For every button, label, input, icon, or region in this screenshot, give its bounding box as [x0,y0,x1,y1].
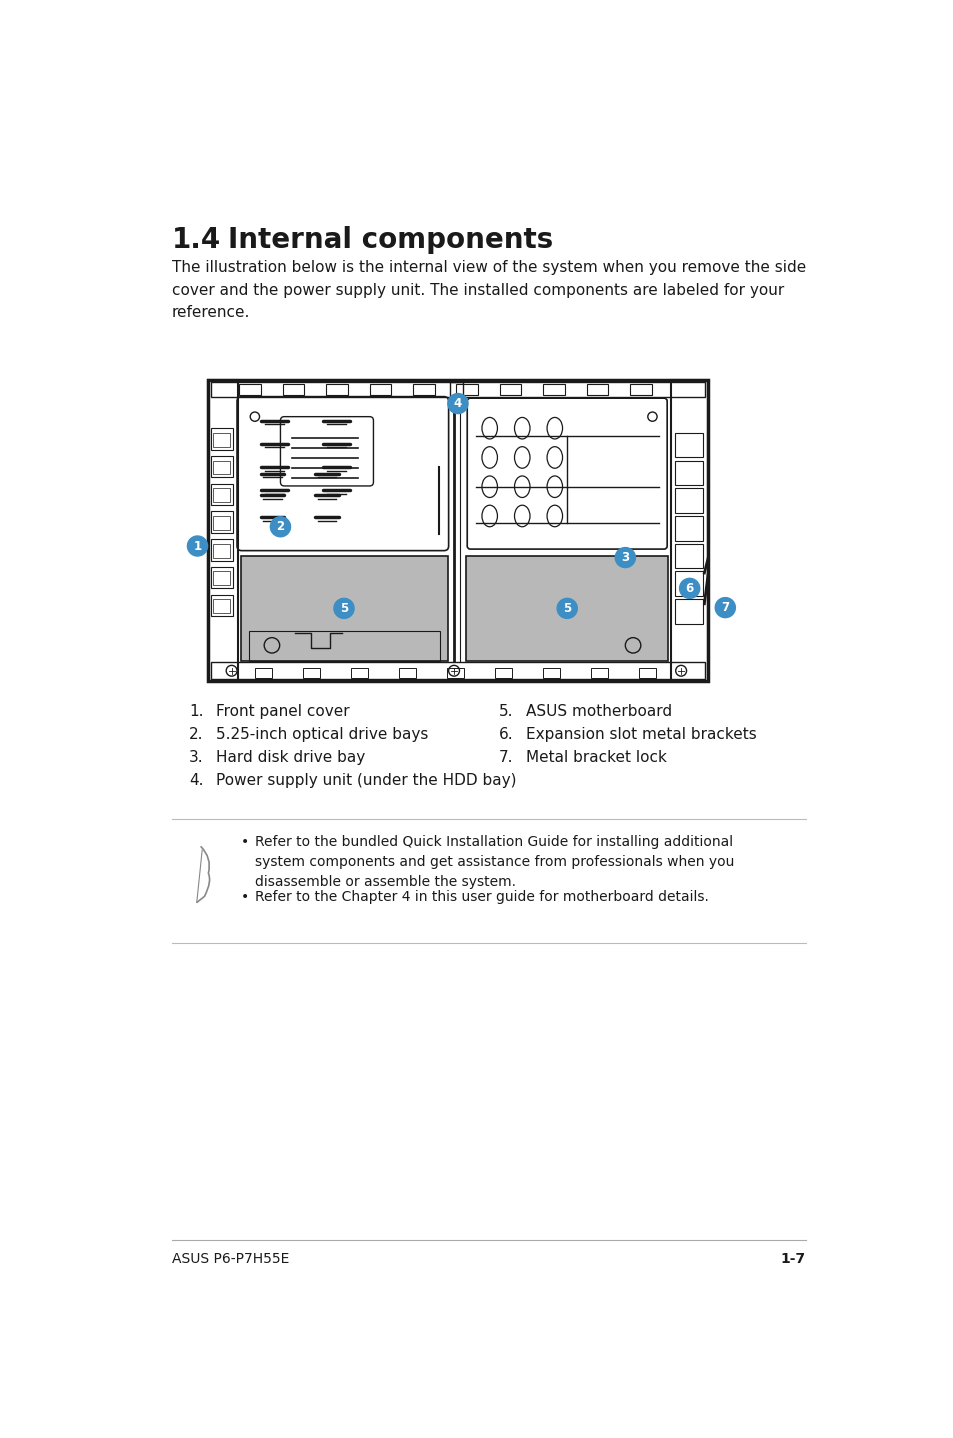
Circle shape [447,394,468,414]
Text: Refer to the bundled Quick Installation Guide for installing additional
system c: Refer to the bundled Quick Installation … [254,835,734,889]
Bar [239,384,261,395]
Circle shape [715,598,735,617]
Text: 7.: 7. [498,751,513,765]
Text: Metal bracket lock: Metal bracket lock [525,751,666,765]
Bar [674,460,702,485]
Text: Power supply unit (under the HDD bay): Power supply unit (under the HDD bay) [216,774,517,788]
Text: Expansion slot metal brackets: Expansion slot metal brackets [525,728,756,742]
Bar [212,512,233,533]
Bar [282,384,304,395]
Bar [208,381,237,680]
Bar [213,460,230,475]
Text: Front panel cover: Front panel cover [216,703,350,719]
Bar [303,669,319,677]
Text: Refer to the Chapter 4 in this user guide for motherboard details.: Refer to the Chapter 4 in this user guid… [254,890,708,905]
Bar [212,663,704,679]
Bar [213,516,230,529]
Bar [369,384,391,395]
Circle shape [679,578,699,598]
Bar [629,384,651,395]
Bar [249,631,439,660]
Bar [670,381,707,680]
Bar [586,384,608,395]
Text: 4: 4 [454,397,461,410]
Text: 3.: 3. [189,751,203,765]
Bar [674,571,702,597]
Text: 5.: 5. [498,703,513,719]
Text: ASUS P6-P7H55E: ASUS P6-P7H55E [172,1252,289,1265]
Text: •: • [241,835,249,848]
Bar [674,600,702,624]
Text: 5: 5 [339,603,348,615]
Circle shape [334,598,354,618]
Bar [674,433,702,457]
Bar [326,384,348,395]
Bar [212,539,233,561]
Bar [213,571,230,585]
Bar [213,544,230,558]
Bar [450,383,462,404]
Circle shape [557,598,577,618]
Bar [674,544,702,568]
Bar [254,669,272,677]
Bar [351,669,368,677]
Text: The illustration below is the internal view of the system when you remove the si: The illustration below is the internal v… [172,260,805,319]
Text: •: • [241,890,249,905]
Text: 4.: 4. [189,774,203,788]
Bar [213,433,230,447]
Text: 1: 1 [193,539,201,552]
Bar [674,489,702,513]
Text: 5.25-inch optical drive bays: 5.25-inch optical drive bays [216,728,428,742]
Circle shape [270,516,291,536]
Bar [466,557,667,660]
Bar [241,557,447,660]
Bar [456,384,477,395]
Bar [447,669,464,677]
Circle shape [187,536,208,557]
Bar [499,384,521,395]
Bar [212,383,704,397]
Text: 1.4: 1.4 [172,226,221,255]
Bar [542,384,564,395]
Bar [212,429,233,450]
Bar [213,489,230,502]
Bar [674,516,702,541]
Bar [212,594,233,615]
Bar [495,669,512,677]
Text: 5: 5 [562,603,571,615]
Text: 3: 3 [620,551,629,564]
Bar [542,669,559,677]
Text: Internal components: Internal components [228,226,553,255]
Text: 1.: 1. [189,703,203,719]
Bar [212,567,233,588]
Bar [212,456,233,477]
Text: 2.: 2. [189,728,203,742]
Text: 6: 6 [685,582,693,595]
Text: ASUS motherboard: ASUS motherboard [525,703,672,719]
Bar [213,600,230,613]
Text: 2: 2 [276,521,284,533]
Circle shape [615,548,635,568]
Bar [398,669,416,677]
Bar [591,669,608,677]
Text: 7: 7 [720,601,729,614]
Text: Hard disk drive bay: Hard disk drive bay [216,751,365,765]
Bar [208,381,707,680]
Text: 1-7: 1-7 [780,1252,805,1265]
Text: 6.: 6. [498,728,513,742]
Bar [413,384,435,395]
Bar [212,483,233,505]
Bar [639,669,656,677]
